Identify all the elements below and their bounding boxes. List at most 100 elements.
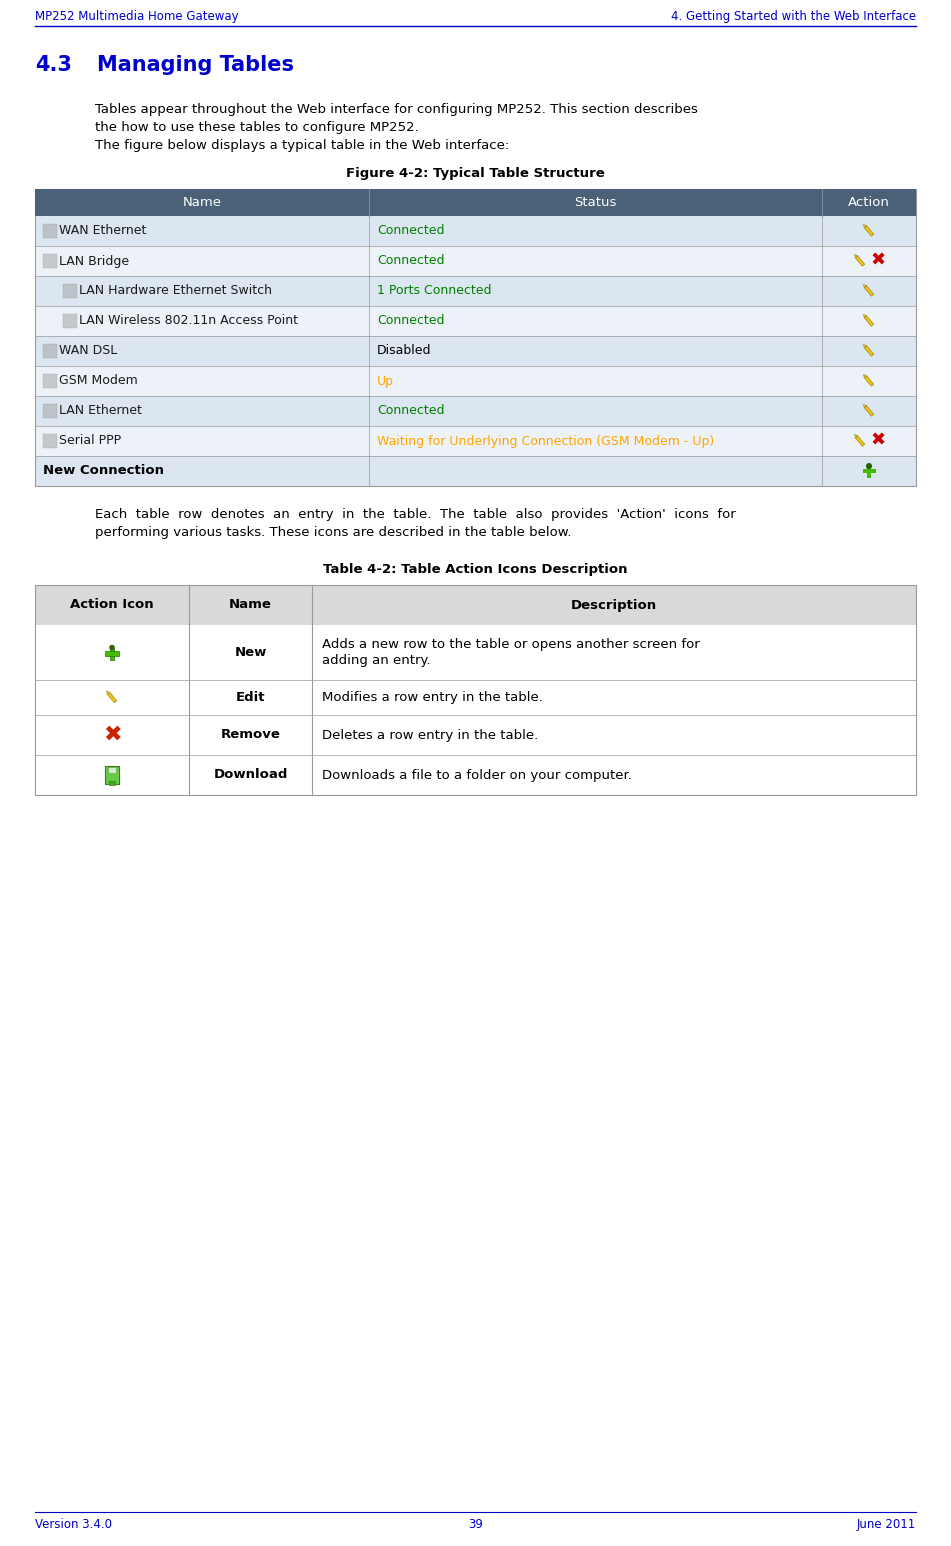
Bar <box>43 374 57 388</box>
Text: WAN DSL: WAN DSL <box>59 345 117 357</box>
Text: Downloads a file to a folder on your computer.: Downloads a file to a folder on your com… <box>322 768 631 781</box>
Text: Name: Name <box>183 196 222 209</box>
Text: Table 4-2: Table Action Icons Description: Table 4-2: Table Action Icons Descriptio… <box>323 563 628 577</box>
Polygon shape <box>107 693 117 703</box>
Bar <box>43 404 57 417</box>
Text: Figure 4-2: Typical Table Structure: Figure 4-2: Typical Table Structure <box>346 167 605 179</box>
Text: adding an entry.: adding an entry. <box>322 654 431 666</box>
Bar <box>108 767 116 773</box>
Text: Disabled: Disabled <box>377 345 432 357</box>
Polygon shape <box>855 434 858 438</box>
Text: The figure below displays a typical table in the Web interface:: The figure below displays a typical tabl… <box>95 139 509 152</box>
Bar <box>63 284 77 298</box>
Bar <box>43 224 57 238</box>
Bar <box>105 765 119 784</box>
Text: GSM Modem: GSM Modem <box>59 374 138 388</box>
Text: New: New <box>234 646 266 659</box>
Bar <box>35 277 916 306</box>
Text: Modifies a row entry in the table.: Modifies a row entry in the table. <box>322 691 543 703</box>
Text: Edit: Edit <box>236 691 265 703</box>
Bar <box>35 366 916 396</box>
Polygon shape <box>864 405 874 416</box>
Bar <box>867 464 871 478</box>
Polygon shape <box>855 255 858 258</box>
Bar <box>105 651 119 656</box>
Text: Download: Download <box>213 768 288 781</box>
Bar <box>43 254 57 267</box>
Text: ✖: ✖ <box>870 252 885 271</box>
Text: Action: Action <box>848 196 890 209</box>
Bar <box>35 216 916 246</box>
Text: Connected: Connected <box>377 314 444 328</box>
Text: Each  table  row  denotes  an  entry  in  the  table.  The  table  also  provide: Each table row denotes an entry in the t… <box>95 509 736 521</box>
Bar <box>43 345 57 359</box>
Bar <box>35 306 916 335</box>
Text: ✖: ✖ <box>870 431 885 450</box>
Text: MP252 Multimedia Home Gateway: MP252 Multimedia Home Gateway <box>35 9 239 23</box>
Polygon shape <box>864 224 866 227</box>
Circle shape <box>109 645 115 651</box>
Polygon shape <box>864 284 866 288</box>
Text: New Connection: New Connection <box>43 464 164 478</box>
Text: 4. Getting Started with the Web Interface: 4. Getting Started with the Web Interfac… <box>670 9 916 23</box>
Bar <box>63 314 77 328</box>
Text: Status: Status <box>574 196 616 209</box>
Text: Remove: Remove <box>221 728 281 742</box>
Text: Deletes a row entry in the table.: Deletes a row entry in the table. <box>322 728 538 742</box>
Polygon shape <box>864 286 874 297</box>
Bar <box>43 434 57 448</box>
Bar <box>35 189 916 216</box>
Text: Connected: Connected <box>377 255 444 267</box>
Text: Action Icon: Action Icon <box>70 598 154 612</box>
Text: Name: Name <box>229 598 272 612</box>
Bar <box>863 468 876 473</box>
Polygon shape <box>855 436 864 447</box>
Bar <box>109 781 115 785</box>
Text: Up: Up <box>377 374 394 388</box>
Text: Waiting for Underlying Connection (GSM Modem - Up): Waiting for Underlying Connection (GSM M… <box>377 434 714 447</box>
Text: 1 Ports Connected: 1 Ports Connected <box>377 284 492 297</box>
Polygon shape <box>864 405 866 408</box>
Bar <box>35 189 916 485</box>
Text: June 2011: June 2011 <box>857 1518 916 1531</box>
Bar <box>35 714 916 754</box>
Polygon shape <box>864 374 866 377</box>
Polygon shape <box>864 346 874 356</box>
Text: Adds a new row to the table or opens another screen for: Adds a new row to the table or opens ano… <box>322 638 700 651</box>
Bar <box>110 648 114 660</box>
Polygon shape <box>864 376 874 386</box>
Bar <box>35 427 916 456</box>
Text: LAN Wireless 802.11n Access Point: LAN Wireless 802.11n Access Point <box>79 314 298 328</box>
Bar <box>35 456 916 485</box>
Text: Connected: Connected <box>377 224 444 238</box>
Bar <box>35 680 916 714</box>
Text: LAN Ethernet: LAN Ethernet <box>59 405 142 417</box>
Bar <box>35 396 916 427</box>
Bar <box>35 584 916 795</box>
Polygon shape <box>855 255 864 266</box>
Text: Description: Description <box>571 598 657 612</box>
Text: Version 3.4.0: Version 3.4.0 <box>35 1518 112 1531</box>
Text: performing various tasks. These icons are described in the table below.: performing various tasks. These icons ar… <box>95 526 572 540</box>
Text: LAN Bridge: LAN Bridge <box>59 255 129 267</box>
Text: Tables appear throughout the Web interface for configuring MP252. This section d: Tables appear throughout the Web interfa… <box>95 104 698 135</box>
Text: 4.3: 4.3 <box>35 56 72 76</box>
Polygon shape <box>864 345 866 348</box>
Polygon shape <box>107 691 109 694</box>
Text: ✖: ✖ <box>103 725 122 745</box>
Text: Serial PPP: Serial PPP <box>59 434 121 447</box>
Circle shape <box>866 464 871 468</box>
Text: WAN Ethernet: WAN Ethernet <box>59 224 146 238</box>
Bar <box>35 335 916 366</box>
Bar <box>35 584 916 625</box>
Polygon shape <box>864 315 874 326</box>
Text: 39: 39 <box>468 1518 483 1531</box>
Text: Connected: Connected <box>377 405 444 417</box>
Text: Managing Tables: Managing Tables <box>97 56 294 76</box>
Text: LAN Hardware Ethernet Switch: LAN Hardware Ethernet Switch <box>79 284 272 297</box>
Polygon shape <box>864 314 866 318</box>
Bar <box>35 246 916 277</box>
Bar <box>35 625 916 680</box>
Bar <box>35 754 916 795</box>
Polygon shape <box>864 226 874 237</box>
